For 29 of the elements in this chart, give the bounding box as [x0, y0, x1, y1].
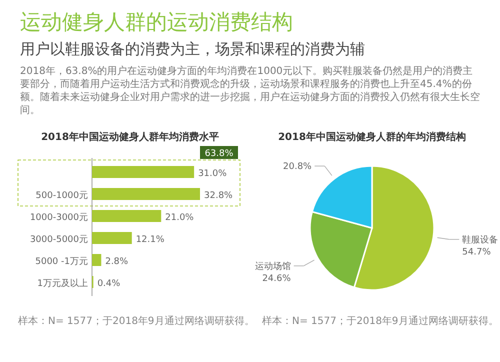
text: 2018年，63.8%的用户在运动健身方面的年均消费在1000元以下。购买鞋服装备仍然是用户的消费主要部分，而随着用户运动生活方式和消费观念的升级，运动场景和课程服务的消费也上升至45.4%的份额。随着未来运动健身企业对用户需求的进一步挖掘，用户在运动健身方面的消费投入仍然有很大生长空间。 — [20, 65, 481, 117]
chart-title: 2018年中国运动健身人群的年均消费结构 — [278, 131, 466, 143]
data-label: 12.1% — [136, 235, 165, 245]
data-label: 21.0% — [165, 213, 194, 223]
y-tick-label: 1万元及以上 — [37, 278, 88, 289]
bar — [92, 254, 102, 266]
text: 63.8% — [204, 149, 234, 159]
bar — [92, 232, 132, 244]
text: 用户以鞋服设备的消费为主，场景和课程的消费为辅 — [20, 40, 365, 59]
y-tick-label: 3000-5000元 — [30, 234, 88, 245]
text: 运动健身人群的运动消费结构 — [20, 9, 293, 36]
data-label: 2.8% — [105, 257, 129, 267]
data-label: 0.4% — [97, 279, 121, 289]
bar — [92, 188, 200, 200]
chart-title: 2018年中国运动健身人群年均消费水平 — [41, 131, 219, 143]
text: 样本：N= 1577；于2018年9月通过网络调研获得。 — [262, 315, 498, 327]
bar — [92, 210, 162, 222]
slice-label: 鞋服设备 — [462, 234, 498, 246]
data-label: 24.6% — [262, 274, 292, 284]
data-label: 20.8% — [283, 162, 312, 172]
data-label: 54.7% — [462, 247, 492, 258]
slice-label: 运动场馆 — [254, 260, 291, 272]
data-label: 31.0% — [198, 169, 228, 179]
y-tick-label: 500-1000元 — [36, 190, 88, 201]
text: 样本：N= 1577；于2018年9月通过网络调研获得。 — [18, 315, 254, 327]
data-label: 32.8% — [204, 191, 234, 201]
y-tick-label: 1000-3000元 — [30, 212, 88, 223]
bar — [92, 166, 194, 178]
y-tick-label: 5000 -1万元 — [35, 256, 88, 267]
